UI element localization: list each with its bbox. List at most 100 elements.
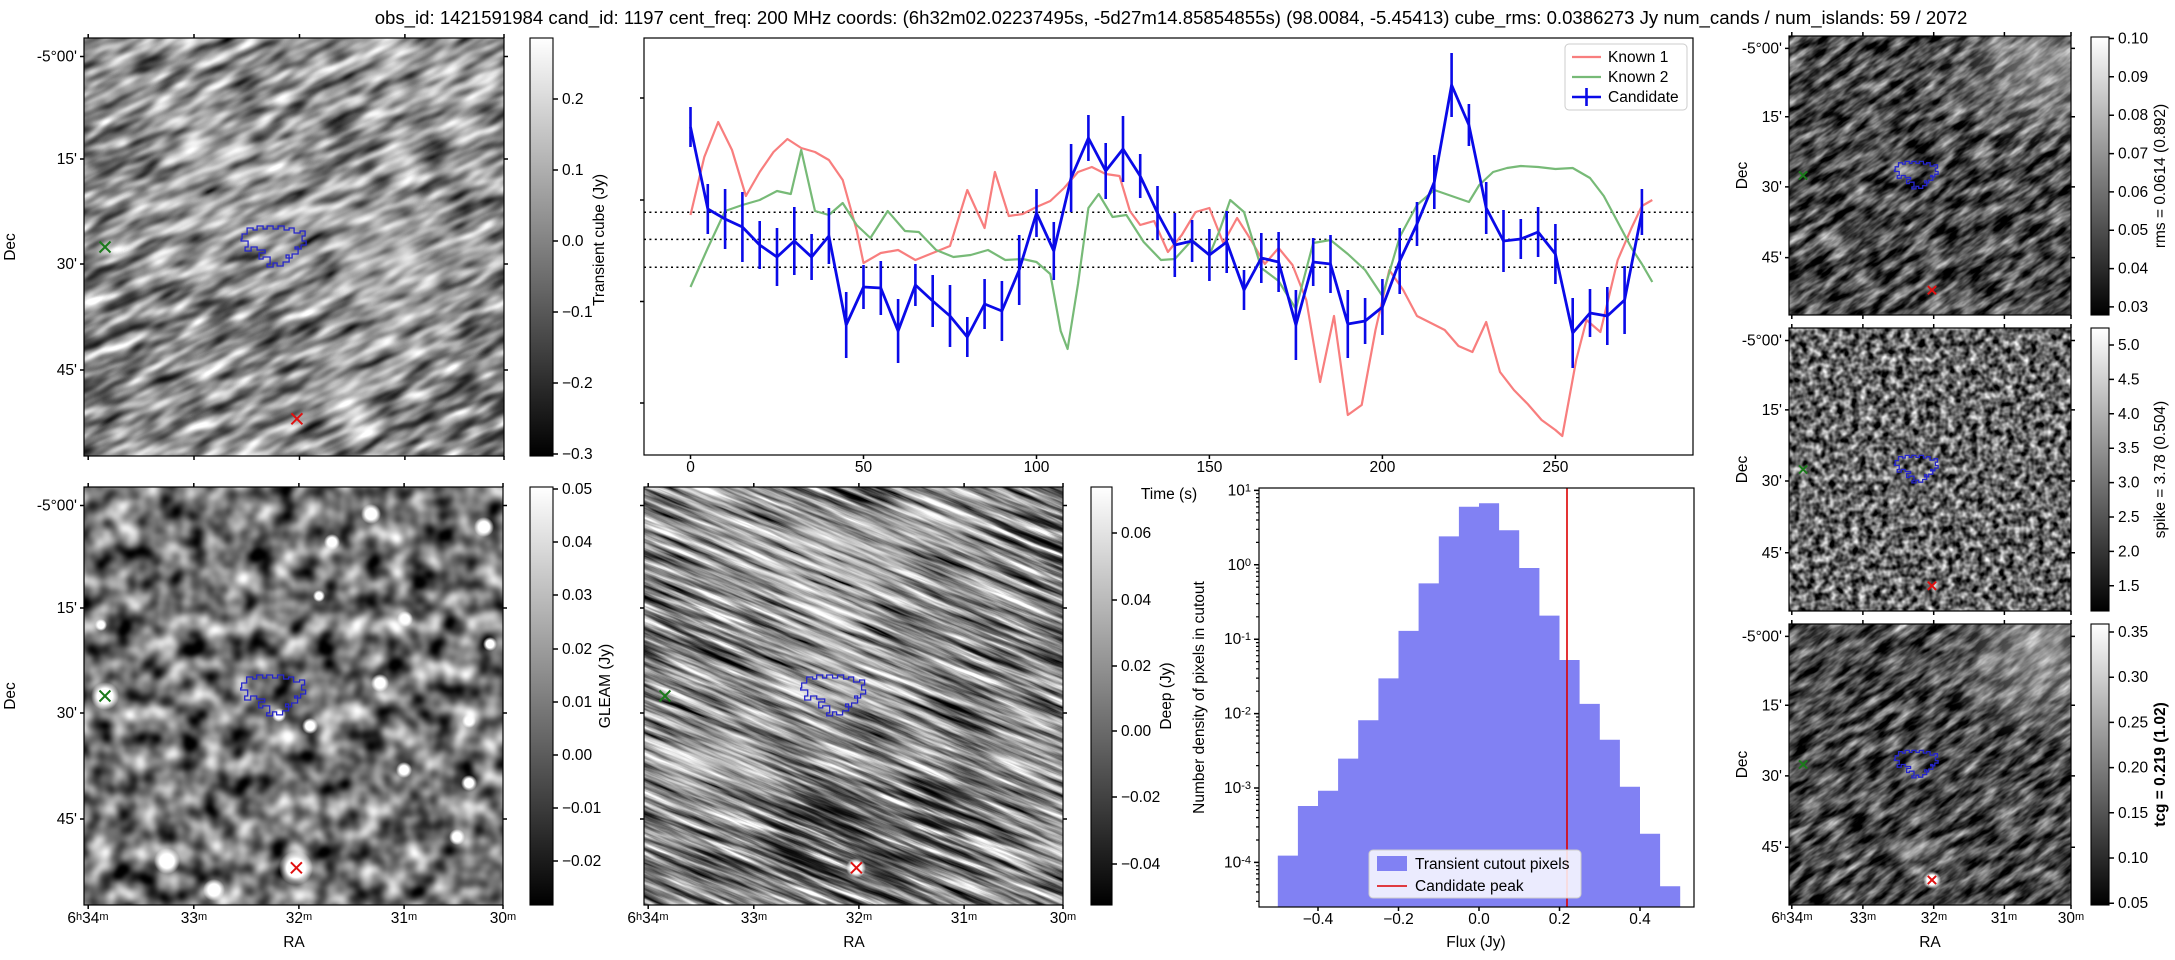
svg-text:-5°00': -5°00' [1742,40,1782,57]
svg-text:45': 45' [1762,545,1782,562]
svg-text:Dec: Dec [1734,750,1751,778]
svg-text:101: 101 [1228,482,1251,499]
svg-text:30': 30' [1762,768,1782,785]
svg-text:Known 1: Known 1 [1608,49,1668,66]
svg-text:0.06: 0.06 [1121,525,1151,542]
svg-text:45': 45' [1762,839,1782,856]
svg-text:0.00: 0.00 [562,747,593,764]
svg-text:30m: 30m [490,910,516,927]
svg-text:Deep (Jy): Deep (Jy) [1158,662,1175,729]
svg-text:6h34m: 6h34m [627,910,668,927]
svg-text:30': 30' [1762,473,1782,490]
svg-text:0.4: 0.4 [1629,911,1651,928]
svg-text:−0.02: −0.02 [1121,789,1160,806]
svg-text:4.5: 4.5 [2118,371,2140,388]
svg-text:0.04: 0.04 [1121,592,1152,609]
svg-text:0.01: 0.01 [562,694,592,711]
svg-text:0.02: 0.02 [562,641,592,658]
svg-text:−0.4: −0.4 [1303,911,1334,928]
svg-text:33m: 33m [181,910,207,927]
svg-text:Dec: Dec [1734,161,1751,189]
svg-text:obs_id: 1421591984 cand_id: 11: obs_id: 1421591984 cand_id: 1197 cent_fr… [375,7,1968,29]
svg-text:15': 15' [1762,109,1782,126]
svg-text:0.05: 0.05 [562,481,592,498]
svg-text:10-4: 10-4 [1224,854,1251,871]
svg-text:15': 15' [1762,697,1782,714]
svg-text:0.10: 0.10 [2118,31,2149,48]
svg-text:15': 15' [57,600,77,617]
svg-text:Dec: Dec [2,682,19,710]
svg-text:−0.3: −0.3 [562,446,593,463]
svg-text:0.2: 0.2 [562,91,584,108]
svg-text:−0.2: −0.2 [562,375,593,392]
svg-text:Flux (Jy): Flux (Jy) [1446,934,1505,951]
svg-text:0.04: 0.04 [562,534,593,551]
svg-text:0.09: 0.09 [2118,69,2148,86]
svg-text:0.15: 0.15 [2118,805,2148,822]
svg-text:Dec: Dec [1734,455,1751,483]
svg-text:50: 50 [855,459,873,476]
svg-text:Dec: Dec [2,233,19,261]
svg-text:-5°00': -5°00' [1742,333,1782,350]
svg-text:100: 100 [1228,557,1251,574]
svg-text:10-2: 10-2 [1224,706,1251,723]
svg-text:0.25: 0.25 [2118,714,2148,731]
svg-text:30m: 30m [2058,910,2084,927]
svg-text:-5°00': -5°00' [1742,628,1782,645]
svg-text:200: 200 [1369,459,1395,476]
svg-text:10-3: 10-3 [1224,780,1251,797]
svg-text:0.04: 0.04 [2118,261,2149,278]
svg-text:Number density of pixels in cu: Number density of pixels in cutout [1191,581,1208,814]
svg-text:−0.04: −0.04 [1121,856,1161,873]
svg-text:Candidate peak: Candidate peak [1415,878,1524,895]
svg-text:3.0: 3.0 [2118,475,2140,492]
svg-text:GLEAM (Jy): GLEAM (Jy) [597,644,614,728]
svg-text:6h34m: 6h34m [1771,910,1812,927]
svg-text:0.20: 0.20 [2118,760,2149,777]
svg-text:0.07: 0.07 [2118,146,2148,163]
svg-text:RA: RA [843,934,865,951]
svg-text:1.5: 1.5 [2118,578,2140,595]
svg-text:Candidate: Candidate [1608,89,1679,106]
svg-text:30': 30' [57,705,77,722]
svg-text:0.03: 0.03 [2118,299,2148,316]
svg-text:33m: 33m [741,910,767,927]
svg-text:0.30: 0.30 [2118,669,2149,686]
svg-text:0.05: 0.05 [2118,895,2148,912]
svg-text:-5°00': -5°00' [37,498,77,515]
svg-text:32m: 32m [1921,910,1947,927]
svg-text:150: 150 [1196,459,1222,476]
svg-text:Transient cutout pixels: Transient cutout pixels [1415,856,1570,873]
svg-text:-5°00': -5°00' [37,49,77,66]
svg-text:0.2: 0.2 [1549,911,1571,928]
svg-text:2.0: 2.0 [2118,543,2140,560]
svg-text:45': 45' [1762,250,1782,267]
svg-text:31m: 31m [1991,910,2017,927]
svg-text:−0.1: −0.1 [562,304,593,321]
svg-text:0.03: 0.03 [562,587,592,604]
svg-text:31m: 31m [391,910,417,927]
svg-text:15': 15' [1762,402,1782,419]
svg-text:0.0: 0.0 [1468,911,1490,928]
svg-text:−0.02: −0.02 [562,853,601,870]
svg-text:30m: 30m [1050,910,1076,927]
svg-text:33m: 33m [1850,910,1876,927]
svg-text:6h34m: 6h34m [67,910,108,927]
svg-text:0: 0 [686,459,695,476]
svg-text:4.0: 4.0 [2118,406,2140,423]
svg-text:10-1: 10-1 [1224,631,1251,648]
svg-text:100: 100 [1024,459,1050,476]
svg-text:0.06: 0.06 [2118,184,2148,201]
svg-text:RA: RA [1919,934,1941,951]
svg-text:Time (s): Time (s) [1141,486,1197,503]
svg-text:tcg = 0.219 (1.02): tcg = 0.219 (1.02) [2152,702,2169,827]
svg-text:0.35: 0.35 [2118,624,2148,641]
svg-text:0.0: 0.0 [562,233,584,250]
svg-text:−0.01: −0.01 [562,800,601,817]
svg-text:spike = 3.78 (0.504): spike = 3.78 (0.504) [2152,401,2169,538]
svg-text:31m: 31m [951,910,977,927]
svg-text:RA: RA [283,934,305,951]
svg-text:−0.2: −0.2 [1383,911,1414,928]
svg-text:2.5: 2.5 [2118,509,2140,526]
svg-text:30': 30' [57,256,77,273]
